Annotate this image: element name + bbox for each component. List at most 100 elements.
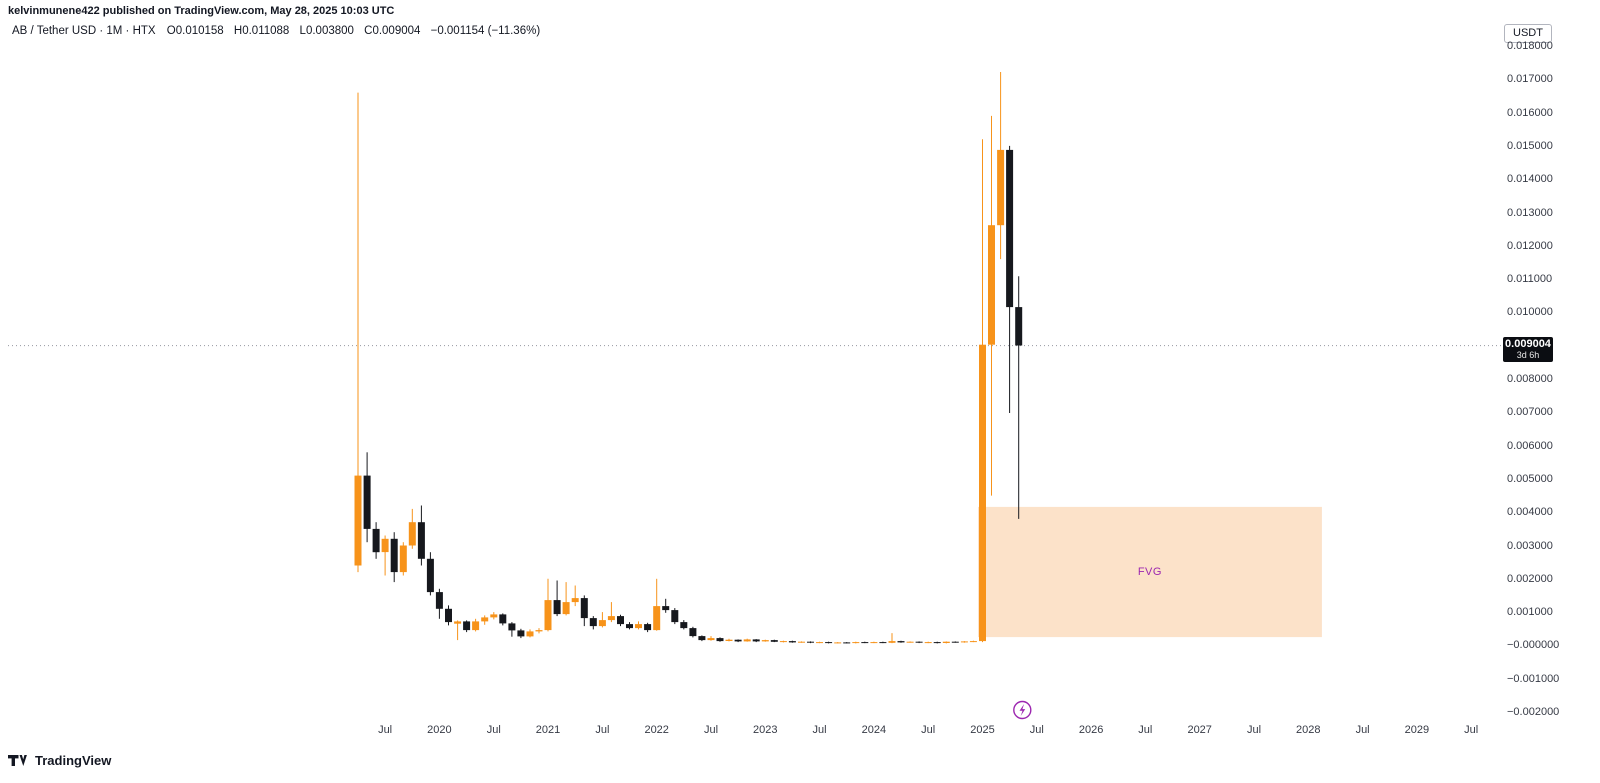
candle-body xyxy=(354,475,362,566)
candle-body xyxy=(463,621,471,631)
chart-legend: AB / Tether USD · 1M · HTX O0.010158 H0.… xyxy=(12,25,547,37)
candle-body xyxy=(626,624,633,629)
ohlc-low: L0.003800 xyxy=(299,25,354,37)
candle-body xyxy=(888,641,896,643)
candle-body xyxy=(816,642,823,644)
tradingview-logo[interactable]: TradingView xyxy=(8,753,111,768)
price-axis-tick: 0.012000 xyxy=(1507,239,1553,252)
ohlc-high: H0.011088 xyxy=(233,25,290,37)
candle-body xyxy=(517,630,525,637)
candle-body xyxy=(617,616,624,625)
tradingview-logo-icon xyxy=(8,755,27,766)
time-axis-tick: Jul xyxy=(1355,724,1370,736)
candle-body xyxy=(698,636,706,641)
candle-body xyxy=(960,641,968,643)
current-price-label: 0.009004 3d 6h xyxy=(1503,336,1553,362)
price-axis-tick: 0.006000 xyxy=(1507,439,1553,452)
candle-body xyxy=(906,641,914,643)
attribution-text: kelvinmunene422 published on TradingView… xyxy=(8,5,395,17)
candle-body xyxy=(454,621,462,624)
candle-body xyxy=(843,642,851,644)
candle-body xyxy=(798,641,805,643)
candle-body xyxy=(562,602,570,615)
candle-body xyxy=(852,642,860,644)
candle-body xyxy=(381,538,389,553)
candle-body xyxy=(499,614,507,624)
candle-body xyxy=(879,642,887,644)
bar-close-countdown: 3d 6h xyxy=(1516,349,1540,360)
candle-body xyxy=(951,641,959,643)
price-axis-tick: −0.002000 xyxy=(1507,706,1560,718)
candle-body xyxy=(743,639,751,642)
symbol-title[interactable]: AB / Tether USD · 1M · HTX xyxy=(12,25,156,37)
candle-body xyxy=(390,538,398,573)
candle-body xyxy=(417,522,425,559)
candle-body xyxy=(408,522,416,546)
price-axis-tick: 0.008000 xyxy=(1507,373,1553,385)
time-axis-tick: Jul xyxy=(812,724,827,736)
time-axis-tick: Jul xyxy=(703,724,719,736)
candle-body xyxy=(1006,149,1014,308)
time-axis-tick: 2025 xyxy=(970,724,995,736)
price-axis-tick: −0.000000 xyxy=(1507,639,1560,652)
candle-body xyxy=(734,639,742,642)
candle-body xyxy=(861,642,869,644)
candle-body xyxy=(553,600,561,615)
candle-body xyxy=(671,610,679,623)
price-axis-tick: 0.001000 xyxy=(1507,606,1553,619)
price-axis-tick: 0.015000 xyxy=(1507,139,1553,152)
candle-body xyxy=(635,624,642,629)
candle-body xyxy=(580,598,588,619)
candle-body xyxy=(788,641,796,643)
lightning-icon xyxy=(1019,704,1026,716)
candle-body xyxy=(979,344,986,642)
price-axis-tick: 0.017000 xyxy=(1507,73,1553,86)
candle-body xyxy=(825,642,833,644)
time-axis-tick: Jul xyxy=(378,724,393,736)
candle-body xyxy=(372,528,380,553)
candle-body xyxy=(399,545,407,573)
time-axis-tick: 2027 xyxy=(1187,724,1212,736)
candle-body xyxy=(508,623,516,631)
price-axis-tick: 0.016000 xyxy=(1507,106,1553,119)
time-axis-tick: Jul xyxy=(1029,724,1044,736)
time-axis-tick: 2022 xyxy=(644,724,669,736)
time-axis-tick: Jul xyxy=(1246,724,1262,736)
price-axis-tick: 0.005000 xyxy=(1507,472,1553,485)
candle-body xyxy=(707,638,715,641)
price-axis-tick: 0.003000 xyxy=(1507,539,1553,552)
candle-body xyxy=(725,639,733,641)
candle-body xyxy=(770,640,778,642)
candle-body xyxy=(426,558,434,593)
price-axis-tick: 0.013000 xyxy=(1507,206,1553,219)
price-axis-tick: 0.018000 xyxy=(1507,40,1553,52)
candle-body xyxy=(689,628,697,637)
candle-body xyxy=(897,641,905,643)
candle-body xyxy=(589,618,597,627)
time-axis-tick: 2024 xyxy=(861,724,887,736)
candle-body xyxy=(435,592,443,609)
candle-body xyxy=(969,641,977,643)
candle-body xyxy=(924,642,932,644)
time-axis-tick: 2021 xyxy=(535,724,561,736)
idea-lightning-marker[interactable] xyxy=(1013,700,1032,720)
time-axis-tick: 2028 xyxy=(1296,724,1321,736)
candle-body xyxy=(761,640,769,642)
candle-body xyxy=(653,606,661,631)
fvg-label[interactable]: FVG xyxy=(1137,566,1162,578)
time-axis-tick: Jul xyxy=(921,724,936,736)
fvg-region[interactable] xyxy=(978,506,1322,638)
time-axis-tick: Jul xyxy=(1464,724,1479,736)
currency-axis-button[interactable]: USDT xyxy=(1504,24,1552,43)
price-axis-tick: 0.014000 xyxy=(1507,173,1553,186)
candle-body xyxy=(1015,307,1023,346)
candle-body xyxy=(988,225,995,345)
candle-body xyxy=(834,642,842,644)
candle-body xyxy=(363,475,371,529)
candle-body xyxy=(779,641,787,643)
candle-body xyxy=(490,614,498,618)
ohlc-close: C0.009004 xyxy=(364,25,421,37)
price-change: −0.001154 (−11.36%) xyxy=(430,25,541,37)
